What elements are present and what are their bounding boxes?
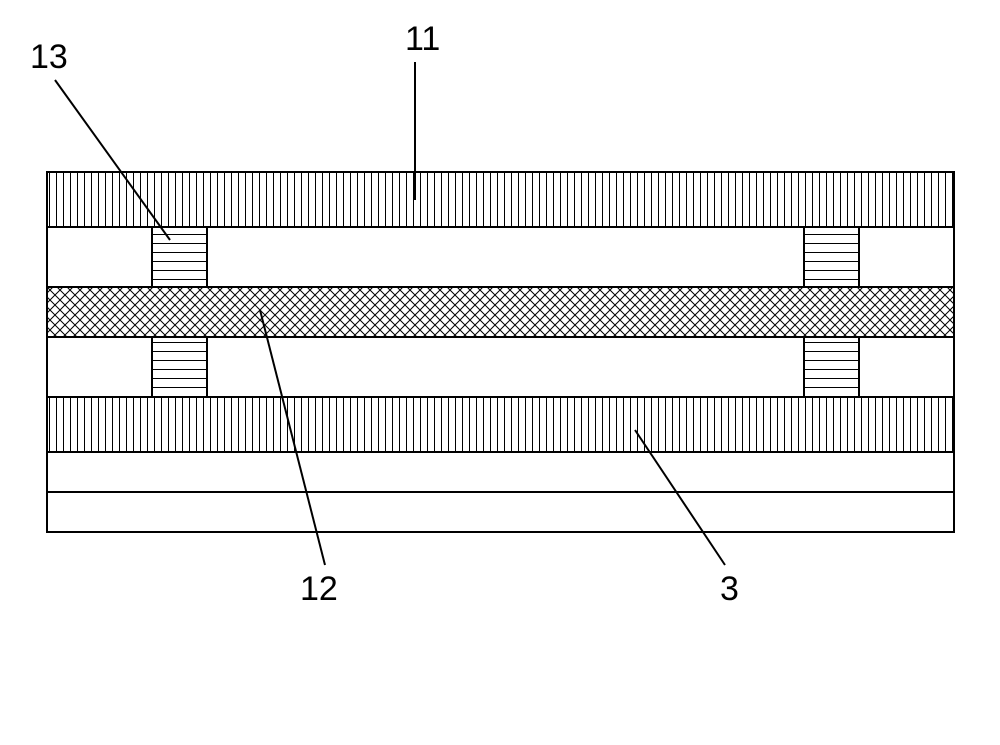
label-3: 3 bbox=[720, 570, 739, 608]
spacer-0 bbox=[152, 227, 207, 287]
spacer-2 bbox=[152, 337, 207, 397]
layer-top_plate bbox=[47, 172, 954, 227]
spacer-3 bbox=[804, 337, 859, 397]
layer-middle_plate bbox=[47, 287, 954, 337]
layer-bottom_plate bbox=[47, 397, 954, 452]
label-13: 13 bbox=[30, 38, 68, 76]
label-11: 11 bbox=[405, 20, 440, 58]
label-12: 12 bbox=[300, 570, 338, 608]
layer-boundary_top bbox=[47, 452, 954, 492]
spacer-1 bbox=[804, 227, 859, 287]
